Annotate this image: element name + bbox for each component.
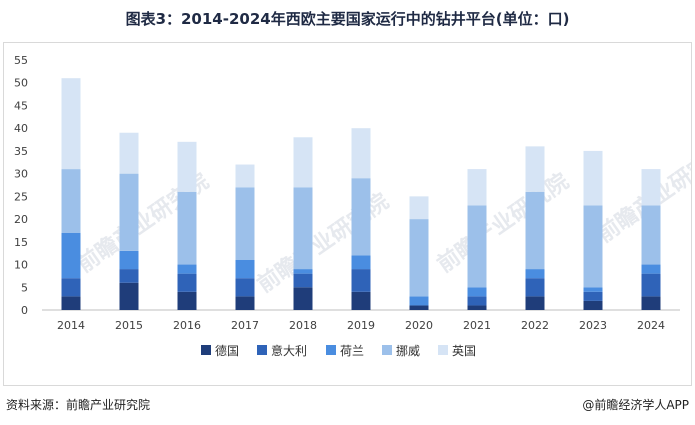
x-tick-label: 2023 bbox=[579, 319, 607, 332]
bar-segment bbox=[119, 250, 139, 270]
x-tick-label: 2024 bbox=[637, 319, 665, 332]
bar-segment bbox=[61, 78, 81, 170]
stacked-bar-chart: 前瞻产业研究院 前瞻产业研究院 前瞻产业研究院 前瞻产业研究院 05101520… bbox=[14, 54, 691, 358]
bar-segment bbox=[119, 132, 139, 174]
bar-segment bbox=[641, 273, 661, 297]
bar-segment bbox=[235, 278, 255, 297]
x-tick-label: 2017 bbox=[231, 319, 259, 332]
y-tick-label: 30 bbox=[14, 168, 28, 181]
legend-swatch bbox=[382, 345, 392, 355]
bar-segment bbox=[351, 291, 371, 310]
bar-segment bbox=[235, 260, 255, 279]
y-tick-label: 10 bbox=[14, 259, 28, 272]
legend-label: 挪威 bbox=[396, 344, 420, 358]
source-note: 资料来源：前瞻产业研究院 bbox=[6, 398, 151, 412]
legend-swatch bbox=[438, 345, 448, 355]
bar-segment bbox=[583, 287, 603, 292]
bar-segment bbox=[467, 296, 487, 306]
bar-segment bbox=[409, 196, 429, 220]
bar-segment bbox=[641, 264, 661, 274]
bar-segment bbox=[641, 169, 661, 206]
legend-label: 德国 bbox=[215, 343, 239, 358]
bar-segment bbox=[177, 141, 197, 192]
legend-label: 意大利 bbox=[271, 343, 307, 358]
bar-segment bbox=[293, 137, 313, 188]
bar-segment bbox=[583, 150, 603, 206]
bar-segment bbox=[351, 269, 371, 292]
bar-segment bbox=[409, 296, 429, 306]
bar-segment bbox=[61, 169, 81, 233]
bar-segment bbox=[177, 273, 197, 292]
bar-segment bbox=[351, 255, 371, 270]
watermark-text-2: 前瞻产业研究院 bbox=[253, 188, 394, 298]
y-tick-label: 25 bbox=[14, 190, 28, 203]
bar-segment bbox=[641, 296, 661, 310]
x-tick-label: 2020 bbox=[405, 319, 433, 332]
bar-segment bbox=[583, 291, 603, 301]
legend-label: 英国 bbox=[452, 344, 476, 358]
bar-segment bbox=[177, 264, 197, 274]
bar-segment bbox=[293, 287, 313, 310]
bar-segment bbox=[119, 269, 139, 283]
bar-segment bbox=[119, 173, 139, 251]
y-tick-label: 40 bbox=[14, 122, 28, 135]
bar-segment bbox=[525, 278, 545, 297]
bar-segment bbox=[467, 205, 487, 288]
x-tick-label: 2019 bbox=[347, 319, 375, 332]
bar-segment bbox=[525, 146, 545, 192]
bar-segment bbox=[641, 205, 661, 265]
chart-title: 图表3：2014-2024年西欧主要国家运行中的钻井平台(单位：口) bbox=[125, 10, 570, 28]
bar-segment bbox=[409, 219, 429, 297]
bar-segment bbox=[61, 278, 81, 297]
bar-segment bbox=[409, 305, 429, 310]
bar-segment bbox=[293, 273, 313, 288]
x-tick-label: 2014 bbox=[57, 319, 85, 332]
watermark-text-3: 前瞻产业研究院 bbox=[433, 168, 574, 278]
y-tick-label: 15 bbox=[14, 236, 28, 249]
bar-segment bbox=[583, 205, 603, 288]
y-tick-label: 50 bbox=[14, 77, 28, 90]
y-tick-label: 0 bbox=[21, 304, 28, 317]
x-tick-label: 2022 bbox=[521, 319, 549, 332]
credit-note: @前瞻经济学人APP bbox=[582, 398, 689, 412]
y-tick-label: 5 bbox=[21, 281, 28, 294]
bar-segment bbox=[351, 128, 371, 179]
bar-segment bbox=[235, 296, 255, 310]
x-tick-label: 2021 bbox=[463, 319, 491, 332]
bar-segment bbox=[351, 178, 371, 256]
bar-segment bbox=[467, 169, 487, 206]
x-tick-label: 2018 bbox=[289, 319, 317, 332]
legend-swatch bbox=[257, 345, 267, 355]
bar-segment bbox=[467, 305, 487, 310]
y-tick-label: 20 bbox=[14, 213, 28, 226]
y-tick-label: 45 bbox=[14, 99, 28, 112]
bar-segment bbox=[235, 187, 255, 260]
legend-swatch bbox=[201, 345, 211, 355]
bar-segment bbox=[525, 191, 545, 270]
y-tick-label: 55 bbox=[14, 54, 28, 67]
x-tick-label: 2016 bbox=[173, 319, 201, 332]
bar-segment bbox=[235, 164, 255, 188]
bar-segment bbox=[525, 269, 545, 279]
bar-segment bbox=[119, 282, 139, 310]
bar-segment bbox=[177, 291, 197, 310]
bar-segment bbox=[293, 269, 313, 274]
bar-segment bbox=[467, 287, 487, 297]
bar-segment bbox=[61, 232, 81, 279]
legend-label: 荷兰 bbox=[340, 344, 364, 358]
bar-segment bbox=[293, 187, 313, 270]
chart-frame: 前瞻产业研究院 前瞻产业研究院 前瞻产业研究院 前瞻产业研究院 05101520… bbox=[3, 42, 692, 386]
x-tick-label: 2015 bbox=[115, 319, 143, 332]
bar-segment bbox=[177, 191, 197, 265]
bar-segment bbox=[525, 296, 545, 310]
bar-segment bbox=[583, 300, 603, 310]
legend-swatch bbox=[326, 345, 336, 355]
y-tick-label: 35 bbox=[14, 145, 28, 158]
bar-segment bbox=[61, 296, 81, 310]
